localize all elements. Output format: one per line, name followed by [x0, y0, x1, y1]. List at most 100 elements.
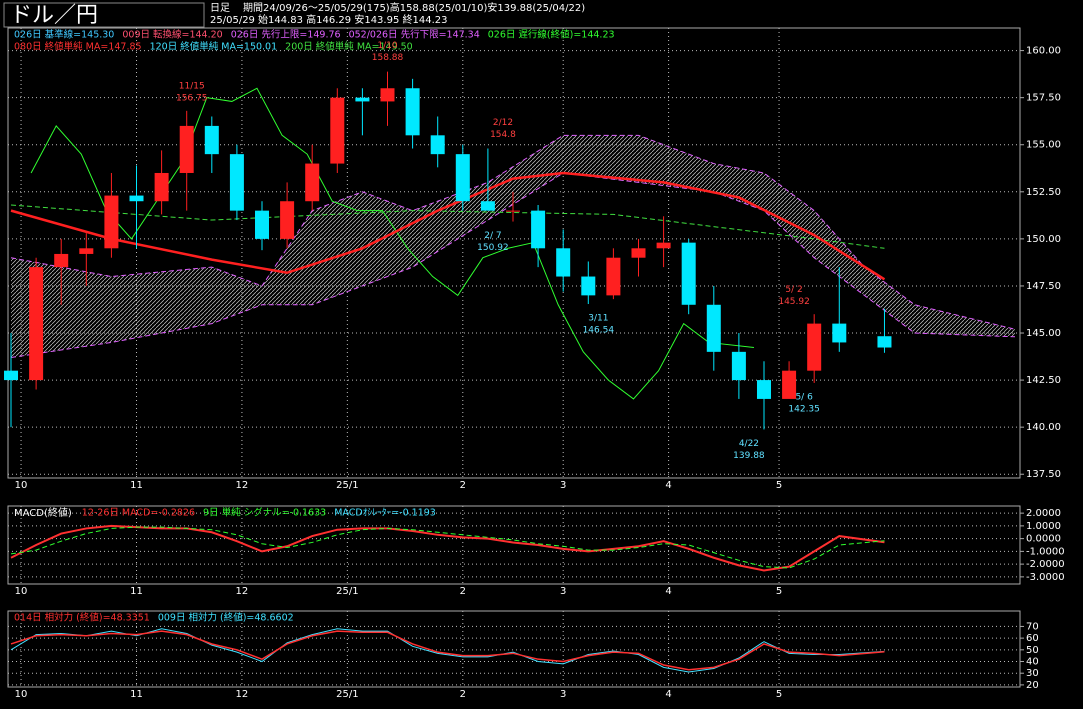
x-tick-label: 10 — [15, 689, 28, 700]
y-tick-label: 20 — [1026, 680, 1039, 691]
series-line — [10, 526, 885, 569]
candle-body — [280, 201, 295, 239]
annotation-value: 158.88 — [372, 53, 404, 63]
candle-body — [455, 154, 470, 202]
x-tick-label: 2 — [460, 586, 466, 597]
x-tick-label: 3 — [560, 480, 566, 491]
y-tick-label: 60 — [1026, 633, 1039, 644]
series-line — [10, 524, 885, 572]
annotation-date: 3/11 — [588, 314, 608, 324]
legend-entry: 200日 終値単純 MA=149.50 — [285, 41, 413, 53]
annotation-value: 139.88 — [733, 451, 765, 461]
legend-entry: 120日 終値単純 MA=150.01 — [150, 41, 278, 53]
ohlc: 始144.83 高146.29 安143.95 終144.23 — [258, 13, 448, 26]
y-tick-label: 137.50 — [1026, 469, 1061, 480]
legend-entry: 12-26日 MACD=-0.2826 — [82, 508, 195, 519]
x-tick-label: 12 — [236, 480, 249, 491]
y-tick-label: 50 — [1026, 645, 1039, 656]
annotation-value: 142.35 — [788, 404, 820, 414]
candle-body — [556, 248, 571, 277]
panel-border — [7, 27, 1021, 479]
legend-entry: 009日 相対力 (終値)=48.6602 — [158, 612, 294, 624]
annotation-date: 2/12 — [493, 118, 513, 128]
candle-body — [154, 172, 169, 202]
candle-body — [480, 201, 495, 211]
annotation-value: 150.92 — [477, 243, 509, 253]
x-tick-label: 4 — [665, 480, 671, 491]
candle-body — [330, 97, 345, 164]
x-tick-label: 11 — [130, 689, 143, 700]
y-tick-label: 155.00 — [1026, 140, 1061, 151]
candle-body — [430, 135, 445, 155]
x-tick-label: 12 — [236, 586, 249, 597]
candle-body — [79, 248, 94, 254]
annotation-value: 145.92 — [778, 297, 810, 307]
x-tick-label: 2 — [460, 480, 466, 491]
x-tick-label: 4 — [665, 689, 671, 700]
legend-entry: 026日 基準線=145.30 — [14, 29, 114, 41]
annotation-value: 146.54 — [583, 326, 615, 336]
series-line — [10, 171, 886, 281]
y-tick-label: 160.00 — [1026, 46, 1061, 57]
candle-body — [832, 323, 847, 343]
y-tick-label: -3.0000 — [1026, 572, 1065, 583]
y-tick-label: 70 — [1026, 621, 1039, 632]
panel-title: MACD(終値) — [14, 506, 72, 519]
y-tick-label: 145.00 — [1026, 328, 1061, 339]
candle-body — [129, 195, 144, 202]
y-tick-label: 157.50 — [1026, 93, 1061, 104]
series-line — [30, 87, 755, 400]
annotation-date: 2/ 7 — [484, 231, 501, 241]
candle-body — [29, 267, 44, 381]
y-tick-label: 147.50 — [1026, 281, 1061, 292]
y-tick-label: 0.0000 — [1026, 534, 1061, 545]
candle-body — [606, 257, 621, 296]
x-tick-label: 4 — [665, 586, 671, 597]
legend-entry: 026日 遅行線(終値)=144.23 — [488, 29, 615, 41]
x-tick-label: 5 — [776, 689, 782, 700]
mode: 日足 — [210, 2, 230, 14]
candle-body — [179, 125, 194, 173]
x-tick-label: 11 — [130, 480, 143, 491]
y-tick-label: 2.0000 — [1026, 508, 1061, 519]
date: 25/05/29 — [210, 15, 255, 26]
annotation-date: 11/15 — [179, 81, 205, 91]
candle-body — [581, 276, 596, 296]
y-tick-label: -2.0000 — [1026, 559, 1065, 570]
candle-body — [531, 210, 546, 249]
series-line — [10, 630, 885, 671]
candle-body — [405, 88, 420, 136]
x-tick-label: 25/1 — [336, 480, 358, 491]
legend-entry: 009日 転換線=144.20 — [122, 29, 222, 41]
x-tick-label: 5 — [776, 586, 782, 597]
candle-body — [877, 336, 892, 348]
y-tick-label: 40 — [1026, 657, 1039, 668]
candle-body — [204, 125, 219, 155]
legend-entry: 052/026日 先行下限=147.34 — [349, 29, 480, 41]
x-tick-label: 25/1 — [336, 689, 358, 700]
x-tick-label: 10 — [15, 586, 28, 597]
x-tick-label: 11 — [130, 586, 143, 597]
candle-body — [656, 242, 671, 249]
legend-entry: 026日 先行上限=149.76 — [231, 29, 341, 41]
legend-entry: 9日 単純 シグナル=-0.1633 — [203, 507, 326, 519]
legend-entry: MACDｵｼﾚｰﾀｰ=-0.1193 — [334, 508, 436, 519]
panel-border — [7, 505, 1021, 585]
candle-body — [756, 380, 771, 399]
x-tick-label: 12 — [236, 689, 249, 700]
title: ドル／円 — [10, 3, 98, 28]
annotation-date: 4/22 — [739, 439, 759, 449]
candle-body — [229, 154, 244, 211]
y-tick-label: -1.0000 — [1026, 546, 1065, 557]
candle-body — [681, 242, 696, 305]
annotation-value: 156.75 — [176, 93, 208, 103]
annotation-date: 5/ 6 — [795, 392, 813, 402]
y-tick-label: 140.00 — [1026, 422, 1061, 433]
candle-body — [505, 210, 520, 212]
candle-body — [305, 163, 320, 202]
candle-body — [706, 304, 721, 352]
series-line — [10, 134, 1016, 330]
candle-body — [631, 248, 646, 258]
title-box — [3, 2, 205, 28]
